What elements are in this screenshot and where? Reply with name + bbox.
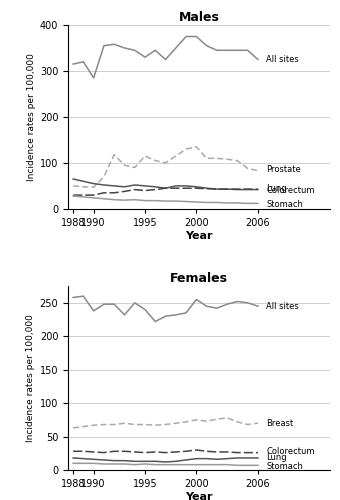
Text: Lung: Lung: [266, 184, 287, 192]
Text: All sites: All sites: [266, 302, 299, 310]
X-axis label: Year: Year: [185, 230, 212, 240]
Title: Females: Females: [170, 272, 228, 285]
Y-axis label: Incidence rates per 100,000: Incidence rates per 100,000: [27, 53, 36, 181]
Title: Males: Males: [178, 11, 219, 24]
Text: Colorectum: Colorectum: [266, 447, 315, 456]
Text: Prostate: Prostate: [266, 165, 301, 174]
Text: Stomach: Stomach: [266, 200, 303, 209]
Text: Breast: Breast: [266, 418, 293, 428]
Text: Stomach: Stomach: [266, 462, 303, 471]
X-axis label: Year: Year: [185, 492, 212, 500]
Text: Colorectum: Colorectum: [266, 186, 315, 195]
Y-axis label: Incidence rates per 100,000: Incidence rates per 100,000: [27, 314, 35, 442]
Text: All sites: All sites: [266, 55, 299, 64]
Text: Lung: Lung: [266, 453, 287, 462]
